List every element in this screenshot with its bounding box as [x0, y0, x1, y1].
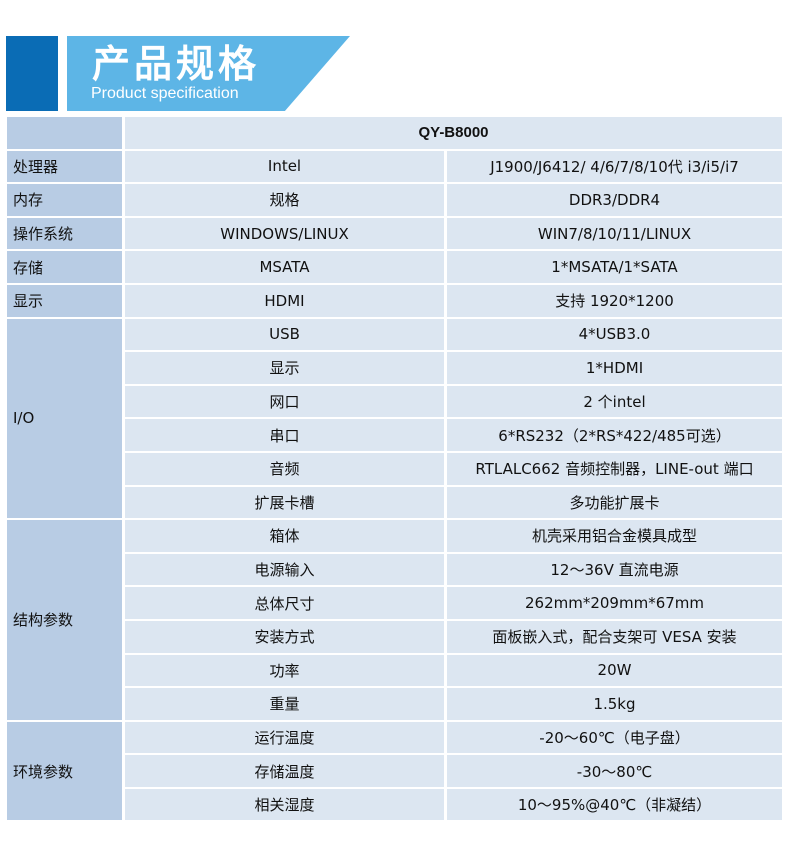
category-cell: 操作系统 [7, 217, 122, 250]
spec-label-cell: 音频 [125, 452, 444, 485]
section-title: 产品规格 [92, 42, 261, 86]
model-header: QY-B8000 [125, 117, 782, 149]
spec-value-cell: 262mm*209mm*67mm [447, 587, 782, 619]
spec-value-cell: 6*RS232（2*RS*422/485可选） [447, 419, 782, 451]
spec-label-cell: HDMI [125, 284, 444, 317]
spec-value-cell: 机壳采用铝合金模具成型 [447, 520, 782, 552]
spec-value-cell: 1*MSATA/1*SATA [447, 251, 782, 283]
spec-value-cell: WIN7/8/10/11/LINUX [447, 217, 782, 250]
section-subtitle: Product specification [91, 85, 239, 102]
spec-value-cell: 支持 1920*1200 [447, 284, 782, 317]
category-cell: 环境参数 [7, 721, 122, 821]
banner-accent-block [6, 36, 58, 111]
spec-label-cell: 运行温度 [125, 721, 444, 754]
spec-value-cell: DDR3/DDR4 [447, 184, 782, 216]
spec-table: QY-B8000 处理器 Intel J1900/J6412/ 4/6/7/8/10… [7, 117, 782, 821]
spec-value-cell: 1.5kg [447, 688, 782, 720]
spec-label-cell: 总体尺寸 [125, 587, 444, 619]
category-cell: 结构参数 [7, 520, 122, 720]
category-cell: 显示 [7, 284, 122, 317]
spec-value-cell: RTLALC662 音频控制器，LINE-out 端口 [447, 452, 782, 485]
category-cell: I/O [7, 318, 122, 519]
spec-value-cell: 20W [447, 654, 782, 687]
spec-label-cell: 存储温度 [125, 755, 444, 787]
spec-value-cell: 1*HDMI [447, 352, 782, 384]
spec-label-cell: WINDOWS/LINUX [125, 217, 444, 250]
spec-value-cell: 面板嵌入式，配合支架可 VESA 安装 [447, 620, 782, 653]
spec-label-cell: MSATA [125, 251, 444, 283]
spec-value-cell: -30～80℃ [447, 755, 782, 787]
spec-value-cell: 10～95%@40℃（非凝结） [447, 788, 782, 821]
spec-value-cell: 12～36V 直流电源 [447, 553, 782, 586]
spec-value-cell: 2 个intel [447, 385, 782, 418]
category-cell: 内存 [7, 184, 122, 216]
spec-label-cell: 电源输入 [125, 553, 444, 586]
category-cell: 存储 [7, 251, 122, 283]
spec-label-cell: USB [125, 318, 444, 351]
spec-label-cell: 重量 [125, 688, 444, 720]
spec-label-cell: 规格 [125, 184, 444, 216]
spec-label-cell: 箱体 [125, 520, 444, 552]
spec-label-cell: Intel [125, 150, 444, 183]
spec-value-cell: 多功能扩展卡 [447, 486, 782, 519]
spec-label-cell: 扩展卡槽 [125, 486, 444, 519]
spec-label-cell: 功率 [125, 654, 444, 687]
header-blank-cell [7, 117, 122, 149]
spec-value-cell: J1900/J6412/ 4/6/7/8/10代 i3/i5/i7 [447, 150, 782, 183]
spec-value-cell: -20～60℃（电子盘） [447, 721, 782, 754]
spec-value-cell: 4*USB3.0 [447, 318, 782, 351]
spec-label-cell: 安装方式 [125, 620, 444, 653]
spec-label-cell: 网口 [125, 385, 444, 418]
category-cell: 处理器 [7, 150, 122, 183]
spec-label-cell: 显示 [125, 352, 444, 384]
spec-label-cell: 相关湿度 [125, 788, 444, 821]
spec-label-cell: 串口 [125, 419, 444, 451]
